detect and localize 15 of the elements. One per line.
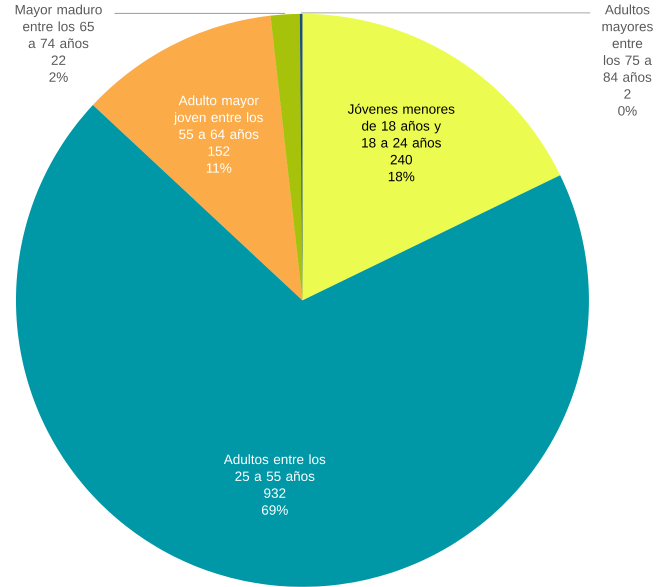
- data-label: 2: [624, 89, 630, 99]
- data-label: 22: [52, 56, 66, 65]
- data-label: 932: [264, 488, 286, 498]
- slice-label: Adultos mayores entre los 75 a 84 años: [602, 4, 653, 82]
- text: 0%: [618, 106, 637, 116]
- data-label: 152: [208, 146, 230, 156]
- data-label: 240: [390, 154, 412, 165]
- slice-label: Mayor maduro entre los 65 a 74 años: [16, 4, 102, 48]
- slice-label: Adulto mayor joven entre los 55 a 64 años: [174, 95, 263, 140]
- slice-label: Adultos entre los 25 a 55 años: [224, 454, 326, 482]
- text: 69%: [262, 505, 288, 515]
- text: 2%: [49, 72, 68, 82]
- text: 11%: [206, 163, 232, 173]
- slice-label: Jóvenes menores de 18 años y 18 a 24 años: [348, 104, 454, 148]
- text: 18%: [388, 172, 414, 182]
